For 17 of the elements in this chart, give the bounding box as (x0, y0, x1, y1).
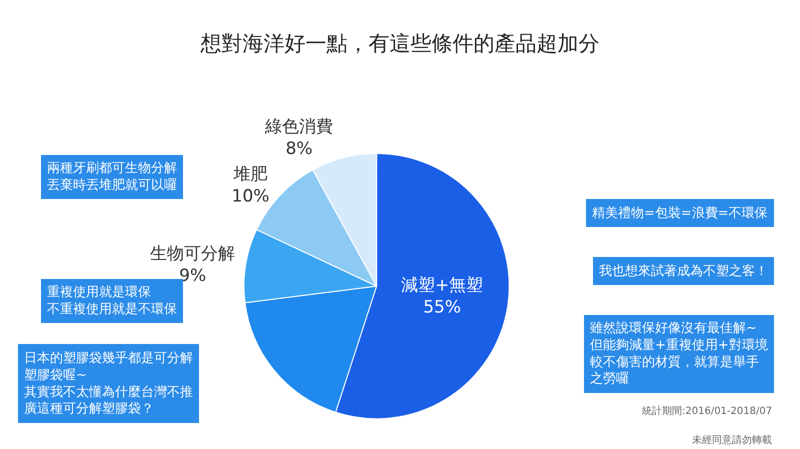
slice-label: 生物可分解 (150, 244, 236, 264)
slice-label: 堆肥 (232, 164, 268, 184)
data-label: 10% (232, 186, 270, 207)
text: 統計期間:2016/01-2018/07 (642, 405, 772, 417)
text: 重複使用就是環保不重複使用就是不環保 (47, 285, 177, 317)
data-label: 9% (179, 266, 206, 286)
text: 未經同意請勿轉載 (692, 434, 772, 446)
chart-title: 想對海洋好一點，有這些條件的產品超加分 (200, 32, 600, 56)
data-label: 55% (423, 298, 461, 318)
text: 我也想來試著成為不塑之客！ (599, 263, 768, 279)
text: 雖然說環保好像沒有最佳解~但能夠減量+重複使用+對環境較不傷害的材質，就算是舉手之勞囉 (590, 321, 768, 387)
text: 兩種牙刷都可生物分解丟棄時丟堆肥就可以囉 (47, 161, 177, 193)
text: 精美禮物=包裝=浪費=不環保 (592, 205, 768, 221)
data-label: 8% (286, 138, 313, 159)
text: 日本的塑膠袋幾乎都是可分解塑膠袋喔~其實我不太懂為什麼台灣不推廣這種可分解塑膠袋？ (24, 350, 193, 417)
slice-label: 減塑+無塑 (400, 275, 484, 296)
slice-label: 綠色消費 (264, 116, 334, 137)
